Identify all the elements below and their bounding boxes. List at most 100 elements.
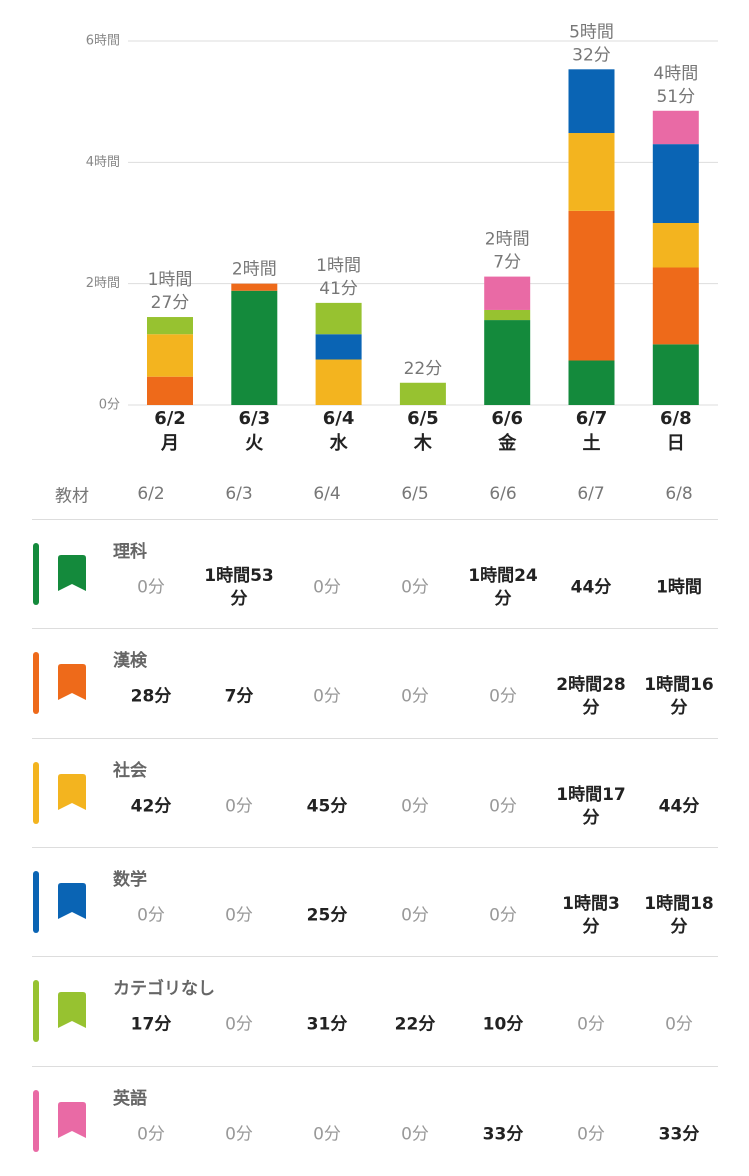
total-label: 1時間: [316, 256, 361, 276]
x-tick-weekday: 月: [160, 433, 179, 454]
table-cell: 28分: [130, 686, 172, 707]
row-separator: [32, 1065, 718, 1067]
row-name: 英語: [113, 1088, 147, 1109]
y-tick-label: 6時間: [86, 34, 120, 49]
y-tick-label: 0分: [99, 398, 120, 413]
table-cell: 0分: [313, 686, 341, 707]
table-cell: 7分: [224, 686, 254, 707]
x-tick-label: 6/5: [407, 408, 439, 429]
bookmark: [58, 664, 86, 701]
table-cell: 25分: [306, 905, 348, 926]
x-tick-label: 6/3: [238, 408, 270, 429]
table-cell: 0分: [401, 1124, 429, 1144]
table-cell: 0分: [225, 796, 253, 817]
row-icon: [58, 882, 86, 923]
table-cell: 1時間24分: [468, 566, 538, 609]
table-cell: 0分: [489, 796, 517, 817]
table-header: 6/2: [137, 484, 165, 504]
bar-segment: [568, 69, 615, 134]
x-tick-weekday: 土: [583, 433, 601, 454]
table-cell: 45分: [306, 796, 348, 817]
row-color-bar: [33, 980, 39, 1043]
x-tick-weekday: 木: [413, 432, 433, 454]
row-icon: [58, 992, 86, 1032]
table-cell: 0分: [225, 1124, 253, 1144]
table-cell: 0分: [137, 1124, 165, 1144]
table-cell: 0分: [401, 796, 429, 817]
table-cell: 0分: [401, 905, 429, 926]
row-separator: [32, 846, 718, 848]
row-icon: [58, 664, 86, 704]
row-name: 社会: [113, 760, 147, 781]
bookmark: [58, 992, 86, 1029]
table-cell: 2時間28分: [556, 675, 626, 719]
x-tick-weekday: 日: [667, 433, 685, 454]
chart: 0分 2時間 4時間 6時間 1時間 27分 6/2 月 2時間 6/3 火 1時間 41分 6/4 水 22…: [86, 22, 718, 454]
total-label: 22分: [404, 359, 443, 379]
row-separator: [32, 956, 718, 958]
total-label: 7分: [493, 253, 521, 273]
table-cell: 22分: [394, 1014, 436, 1035]
bar-segment: [147, 334, 193, 377]
bar-segment: [652, 223, 699, 268]
row-name: カテゴリなし: [113, 979, 215, 1000]
total-label: 1時間: [148, 270, 193, 290]
total-label: 27分: [151, 293, 190, 313]
table-cell: 0分: [401, 577, 429, 598]
table-cell: 0分: [489, 686, 517, 707]
x-tick-label: 6/6: [491, 408, 523, 429]
total-label: 2時間: [232, 260, 277, 280]
row-color-bar: [33, 543, 39, 605]
bar-segment: [484, 276, 531, 310]
table-header: 6/4: [313, 484, 341, 504]
table-header: 6/6: [489, 484, 517, 504]
bar-segment: [568, 210, 615, 361]
row-separator: [32, 628, 718, 630]
table-cell: 17分: [130, 1014, 172, 1035]
table-header: 6/3: [225, 484, 253, 504]
table-cell: 10分: [482, 1014, 524, 1035]
table-cell: 0分: [313, 577, 341, 598]
bar-segment: [568, 360, 615, 405]
y-tick-label: 2時間: [86, 276, 120, 291]
bar-segment: [231, 283, 278, 291]
table-cell: 0分: [313, 1124, 341, 1144]
table-cell: 0分: [137, 577, 165, 598]
row-color-bar: [33, 1089, 39, 1152]
bar-segment: [484, 309, 531, 321]
bookmark: [58, 1101, 86, 1138]
table-cell: 0分: [577, 1124, 605, 1144]
table-cell: 31分: [306, 1014, 348, 1035]
x-tick-label: 6/8: [660, 408, 692, 429]
table-cell: 1時間17分: [556, 784, 626, 828]
table-cell: 0分: [225, 1014, 253, 1035]
table-cell: 0分: [137, 905, 165, 926]
bar-segment: [652, 267, 699, 345]
x-tick-label: 6/2: [154, 408, 186, 429]
row-icon: [58, 1101, 86, 1142]
x-tick-weekday: 水: [330, 432, 349, 454]
row-icon: [58, 555, 86, 595]
row-color-bar: [33, 652, 39, 715]
x-tick-label: 6/4: [323, 408, 355, 429]
bar-segment: [652, 110, 699, 145]
table-cell: 0分: [225, 905, 253, 926]
x-tick-weekday: 火: [245, 433, 264, 454]
table-cell: 1時間18分: [644, 893, 714, 937]
row-name: 数学: [113, 869, 147, 890]
bar-segment: [147, 376, 193, 405]
table-cell: 1時間16分: [644, 675, 714, 719]
total-label: 5時間: [569, 22, 614, 42]
x-tick-label: 6/7: [576, 408, 608, 429]
bar-segment: [484, 320, 531, 405]
bar-segment: [652, 144, 699, 223]
table-header: 教材: [55, 486, 89, 507]
row-name: 漢検: [113, 651, 147, 672]
bookmark: [58, 555, 86, 591]
table-cell: 0分: [577, 1014, 605, 1035]
total-label: 2時間: [485, 230, 530, 250]
table-cell: 44分: [658, 796, 700, 817]
table-cell: 0分: [665, 1014, 693, 1035]
bookmark: [58, 882, 86, 919]
